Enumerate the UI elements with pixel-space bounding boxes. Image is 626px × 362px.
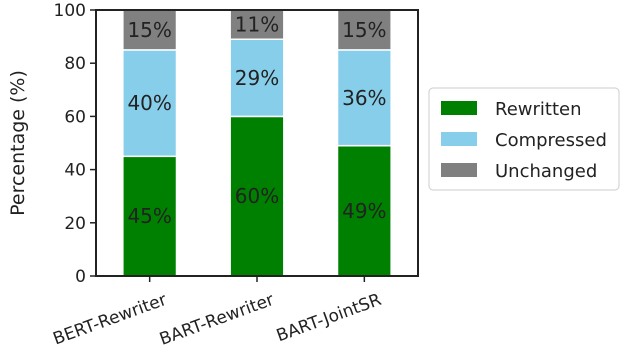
data-label-compressed-0: 40% (127, 91, 171, 115)
x-tick-label-1: BART-Rewriter (157, 290, 277, 350)
data-label-compressed-2: 36% (342, 86, 386, 110)
legend-label-unchanged: Unchanged (495, 161, 597, 182)
bar-unchanged-1 (229, 9, 285, 41)
legend-label-compressed: Compressed (495, 130, 607, 151)
legend: Rewritten Compressed Unchanged (428, 87, 620, 191)
axes-frame (95, 9, 419, 277)
legend-swatch-compressed (441, 132, 477, 146)
bar-compressed-0 (122, 49, 178, 158)
legend-label-rewritten: Rewritten (495, 99, 582, 120)
plot-area: 45% 40% 15% 60% 29% 11% 49% 36% 15% (122, 9, 392, 277)
y-tick-label-1: 20 (64, 214, 86, 234)
y-tick-label-0: 0 (75, 267, 86, 287)
data-label-rewritten-1: 60% (235, 184, 279, 208)
legend-swatch-rewritten (441, 101, 477, 115)
x-tick-label-2: BART-JointSR (274, 290, 384, 346)
legend-swatch-unchanged (441, 163, 477, 177)
x-tick-label-0: BERT-Rewriter (51, 290, 170, 350)
data-label-unchanged-1: 11% (235, 13, 279, 37)
y-tick-label-3: 60 (64, 107, 86, 127)
data-label-rewritten-2: 49% (342, 199, 386, 223)
y-tick-label-5: 100 (54, 1, 86, 21)
y-axis-label: Percentage (%) (7, 70, 29, 216)
bar-compressed-1 (229, 38, 285, 118)
bar-compressed-2 (336, 49, 392, 147)
y-tick-label-4: 80 (64, 54, 86, 74)
data-label-compressed-1: 29% (235, 66, 279, 90)
bar-unchanged-2 (336, 9, 392, 51)
bar-rewritten-0 (122, 155, 178, 277)
data-label-rewritten-0: 45% (127, 204, 171, 228)
data-label-unchanged-0: 15% (127, 18, 171, 42)
data-label-unchanged-2: 15% (342, 18, 386, 42)
y-tick-label-2: 40 (64, 161, 86, 181)
bar-rewritten-1 (229, 115, 285, 277)
